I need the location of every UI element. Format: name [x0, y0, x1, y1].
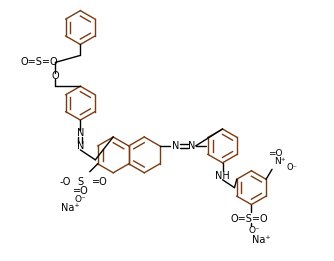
- Text: O⁻: O⁻: [287, 163, 298, 172]
- Text: =O: =O: [268, 149, 282, 158]
- Text: N: N: [77, 128, 84, 138]
- Text: N⁺: N⁺: [274, 157, 286, 166]
- Text: NH: NH: [215, 171, 230, 181]
- Text: S: S: [78, 177, 84, 187]
- Text: O⁻: O⁻: [75, 195, 87, 204]
- Text: Na⁺: Na⁺: [252, 235, 271, 245]
- Text: =O: =O: [73, 186, 89, 196]
- Text: O=S=O: O=S=O: [230, 213, 268, 223]
- Text: O: O: [52, 71, 59, 81]
- Text: N: N: [172, 141, 179, 151]
- Text: N: N: [188, 141, 195, 151]
- Text: -O: -O: [59, 177, 71, 187]
- Text: O⁻: O⁻: [248, 226, 260, 235]
- Text: =O: =O: [92, 177, 108, 187]
- Text: N: N: [77, 141, 84, 151]
- Text: Na⁺: Na⁺: [60, 203, 79, 213]
- Text: O=S=O: O=S=O: [21, 57, 58, 67]
